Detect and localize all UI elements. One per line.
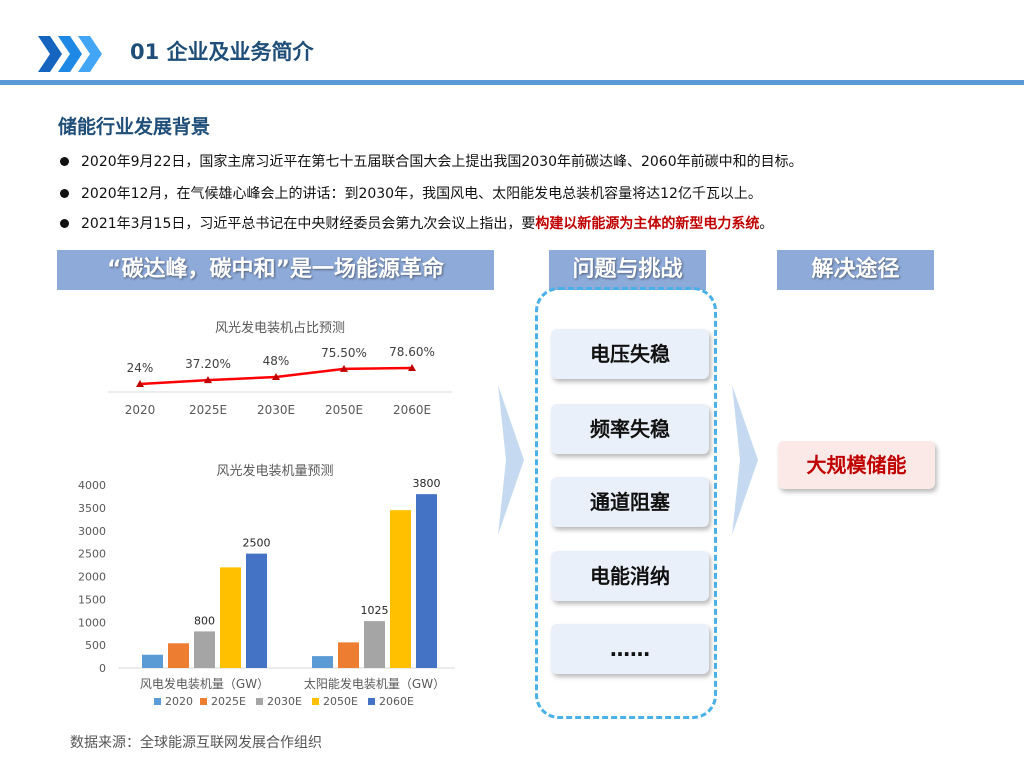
data-point (272, 372, 280, 380)
challenges-dashed-frame (535, 287, 717, 719)
x-tick-label: 2050E (325, 403, 363, 417)
y-tick-label: 3000 (78, 525, 106, 538)
chevron-logo-icon (38, 36, 102, 72)
data-label: 3800 (413, 477, 441, 490)
section-title: 储能行业发展背景 (58, 116, 211, 138)
header-divider (0, 80, 1024, 85)
bar-2025E-1 (338, 642, 359, 668)
line-chart: 风光发电装机占比预测 24% 2020 37.20% 2025E 48% 2030E 75.5… (108, 320, 452, 417)
x-tick-label: 风电发电装机量（GW） (140, 676, 269, 691)
bullet-item: 2020年12月，在气候雄心峰会上的讲话：到2030年，我国风电、太阳能发电总装… (60, 183, 762, 203)
y-tick-label: 500 (85, 639, 106, 652)
banner-solutions: 解决途径 (777, 250, 934, 290)
legend-label: 2020 (165, 695, 193, 708)
x-tick-label: 2020 (125, 403, 156, 417)
data-label: 800 (194, 614, 215, 627)
bullet-dot-icon (60, 156, 69, 166)
data-label: 37.20% (185, 357, 231, 371)
x-tick-label: 2025E (189, 403, 227, 417)
bar-2025E-0 (168, 643, 189, 668)
legend-label: 2025E (211, 695, 246, 708)
legend-swatch (368, 698, 375, 705)
legend-swatch (312, 698, 319, 705)
data-point (136, 380, 144, 387)
legend-swatch (200, 698, 207, 705)
data-label: 48% (263, 354, 290, 368)
bar-2060E-0 (246, 553, 267, 668)
legend-swatch (256, 698, 263, 705)
data-point (204, 376, 212, 384)
y-tick-label: 1500 (78, 593, 106, 606)
chart-title: 风光发电装机量预测 (216, 463, 333, 479)
banner-challenges: 问题与挑战 (549, 250, 706, 290)
x-tick-label: 2060E (393, 403, 431, 417)
data-label: 2500 (243, 537, 271, 550)
arrow-right-icon (498, 385, 524, 535)
chart-title: 风光发电装机占比预测 (215, 320, 345, 336)
y-tick-label: 4000 (78, 479, 106, 492)
challenge-more: …… (551, 624, 709, 674)
y-tick-label: 1000 (78, 616, 106, 629)
data-label: 78.60% (389, 345, 435, 359)
challenge-channel-congestion: 通道阻塞 (551, 477, 709, 527)
y-tick-label: 0 (99, 662, 106, 675)
data-label: 1025 (361, 604, 389, 617)
challenge-power-consumption: 电能消纳 (551, 551, 709, 601)
page-title: 01 企业及业务简介 (130, 40, 314, 64)
x-tick-label: 2030E (257, 403, 295, 417)
bar-2060E-1 (416, 494, 437, 668)
y-tick-label: 3500 (78, 502, 106, 515)
bullet-item: 2020年9月22日，国家主席习近平在第七十五届联合国大会上提出我国2030年前… (60, 151, 803, 171)
banner-energy-revolution: “碳达峰，碳中和”是一场能源革命 (57, 250, 494, 290)
bar-2050E-1 (390, 510, 411, 668)
bar-2030E-0 (194, 631, 215, 668)
challenge-frequency-instability: 频率失稳 (551, 404, 709, 454)
data-label: 75.50% (321, 346, 367, 360)
data-label: 24% (127, 361, 154, 375)
legend-label: 2050E (323, 695, 358, 708)
bullet-dot-icon (60, 188, 69, 198)
challenge-voltage-instability: 电压失稳 (551, 329, 709, 379)
highlight-text: 构建以新能源为主体的新型电力系统 (535, 216, 760, 232)
bar-2020-1 (312, 656, 333, 668)
bullet-item: 2021年3月15日，习近平总书记在中央财经委员会第九次会议上指出，要构建以新能… (60, 213, 773, 233)
bar-2020-0 (142, 654, 163, 668)
x-tick-label: 太阳能发电装机量（GW） (304, 676, 445, 691)
bullet-dot-icon (60, 218, 69, 228)
legend-swatch (154, 698, 161, 705)
arrow-right-icon (732, 385, 758, 535)
legend-label: 2060E (379, 695, 414, 708)
y-tick-label: 2500 (78, 548, 106, 561)
legend-label: 2030E (267, 695, 302, 708)
data-point (408, 364, 416, 371)
bar-2050E-0 (220, 567, 241, 668)
data-point (340, 364, 348, 372)
data-source-note: 数据来源：全球能源互联网发展合作组织 (70, 735, 322, 751)
y-tick-label: 2000 (78, 571, 106, 584)
solution-large-scale-storage: 大规模储能 (778, 441, 935, 489)
bar-2030E-1 (364, 621, 385, 668)
bar-chart: 风光发电装机量预测 0 500 1000 1500 2000 2500 3000 3500 400… (78, 463, 455, 708)
